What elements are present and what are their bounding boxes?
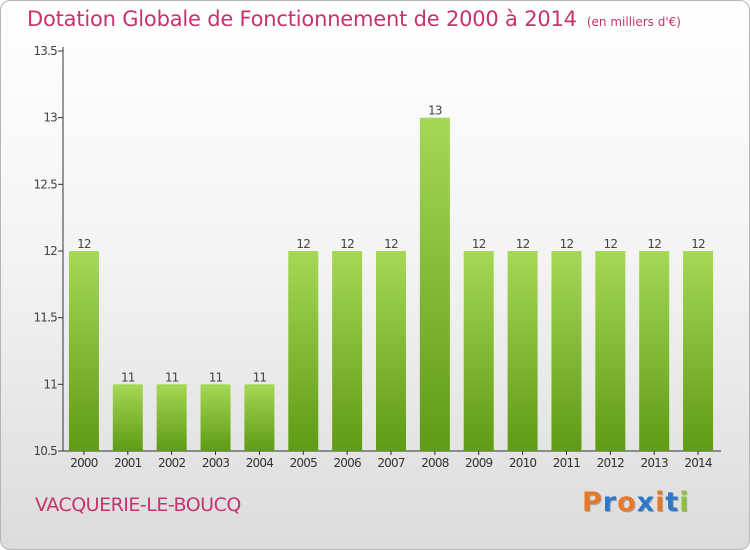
bar-2011 [551,251,582,451]
bar-2003 [200,384,231,451]
y-tick-label: 12.5 [33,177,57,191]
bar-value-label: 12 [296,237,310,251]
bar-value-label: 11 [121,370,135,384]
bar-2010 [507,251,538,451]
bar-2001 [112,384,143,451]
commune-name: VACQUERIE-LE-BOUCQ [35,494,241,516]
bar-2007 [376,251,406,451]
x-tick-label: 2010 [509,456,537,470]
x-tick-label: 2012 [597,456,625,470]
bar-value-label: 12 [647,237,661,251]
y-tick-label: 12 [43,244,57,258]
chart-title: Dotation Globale de Fonctionnement de 20… [27,7,681,31]
x-tick-label: 2004 [246,456,274,470]
y-tick-label: 11 [43,377,57,391]
x-tick-label: 2007 [377,456,405,470]
y-tick-label: 13 [43,111,57,125]
bar-value-label: 11 [253,370,267,384]
x-tick-label: 2003 [202,456,230,470]
logo-letter: i [655,487,666,518]
bar-2006 [332,251,363,451]
bar-value-label: 12 [560,237,574,251]
bar-2002 [156,384,187,451]
y-tick-label: 11.5 [33,311,57,325]
bar-2013 [639,251,670,451]
logo-letter: i [679,487,690,518]
bar-value-label: 12 [516,237,530,251]
bar-value-label: 12 [384,237,398,251]
bar-value-label: 12 [77,237,91,251]
x-tick-label: 2006 [333,456,361,470]
chart-title-text: Dotation Globale de Fonctionnement de 20… [27,7,577,31]
bar-value-label: 12 [472,237,486,251]
bar-2008 [419,117,450,452]
bar-value-label: 12 [340,237,354,251]
logo-letter: t [665,487,680,518]
bar-2014 [683,251,714,451]
bar-value-label: 11 [209,370,223,384]
bar-value-label: 13 [428,104,442,118]
bar-value-label: 12 [691,237,705,251]
bar-2000 [68,251,99,451]
logo-letter: P [582,487,603,518]
x-tick-label: 2011 [553,456,581,470]
bar-value-label: 11 [165,370,179,384]
bar-2009 [463,251,494,451]
x-tick-label: 2009 [465,456,493,470]
x-tick-label: 2013 [641,456,669,470]
logo-letter: x [636,487,656,518]
x-tick-label: 2005 [290,456,318,470]
x-tick-label: 2002 [158,456,186,470]
y-tick-label: 10.5 [33,444,57,458]
bar-value-label: 12 [603,237,617,251]
y-tick-label: 13.5 [33,44,57,58]
logo-letter: r [602,487,618,518]
x-tick-label: 2014 [684,456,712,470]
bar-2005 [288,251,319,451]
x-tick-label: 2001 [114,456,142,470]
bar-2012 [595,251,626,451]
chart-unit: (en milliers d'€) [586,15,681,29]
bar-2004 [244,384,275,451]
logo-letter: o [617,487,637,518]
x-tick-label: 2000 [70,456,98,470]
proxiti-logo: Proxiti [582,487,690,518]
x-tick-label: 2008 [421,456,449,470]
